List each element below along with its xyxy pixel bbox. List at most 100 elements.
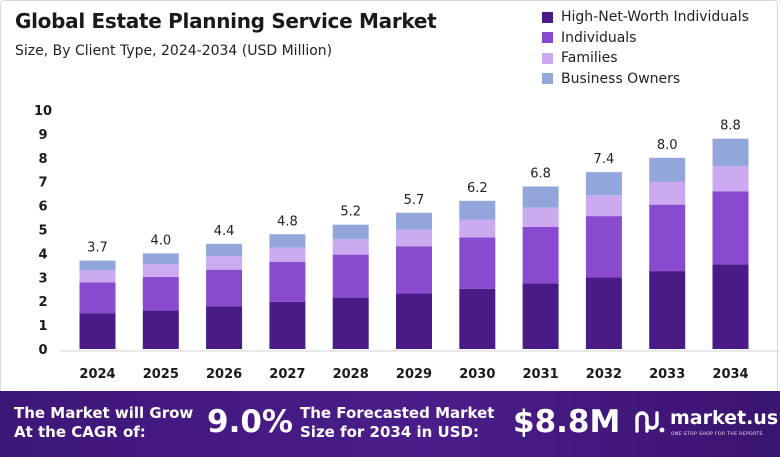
total-label: 5.7 (404, 193, 425, 208)
x-tick-label: 2026 (206, 367, 242, 382)
bar-segment-individuals-2025 (142, 276, 179, 311)
y-tick-label: 1 (38, 319, 47, 334)
x-tick-label: 2029 (396, 367, 432, 382)
y-tick-label: 8 (38, 152, 47, 167)
bar-segment-families-2034 (712, 166, 749, 192)
forecast-value: $8.8M (513, 404, 621, 440)
bar-segment-business-owners-2033 (649, 157, 686, 182)
cagr-value: 9.0% (207, 404, 293, 440)
y-tick-label: 2 (38, 295, 47, 310)
total-label: 8.0 (657, 138, 678, 153)
bar-segment-high-net-worth-individuals-2024 (79, 313, 116, 349)
chart-legend: High-Net-Worth Individuals Individuals F… (542, 7, 749, 89)
x-tick-label: 2031 (523, 367, 559, 382)
bar-segment-high-net-worth-individuals-2033 (649, 271, 686, 349)
legend-swatch (542, 52, 553, 64)
legend-item-individuals: Individuals (542, 28, 749, 49)
x-tick-label: 2034 (712, 367, 748, 382)
total-label: 5.2 (340, 205, 361, 220)
x-tick-label: 2032 (586, 367, 622, 382)
chart-title: Global Estate Planning Service Market (15, 9, 437, 33)
market-us-logo-icon (635, 411, 665, 433)
bar-segment-business-owners-2029 (396, 212, 432, 230)
bar-segment-families-2029 (396, 229, 432, 247)
bar-segment-business-owners-2028 (332, 224, 369, 240)
bar-segment-business-owners-2024 (79, 260, 116, 271)
y-tick-label: 6 (38, 200, 47, 215)
y-tick-label: 4 (38, 247, 47, 262)
y-tick-label: 3 (38, 271, 47, 286)
legend-label: High-Net-Worth Individuals (561, 9, 749, 26)
total-label: 6.2 (467, 181, 488, 196)
bar-segment-business-owners-2030 (459, 200, 496, 220)
bar-segment-high-net-worth-individuals-2028 (332, 297, 369, 349)
x-tick-label: 2033 (649, 367, 685, 382)
forecast-label: The Forecasted Market Size for 2034 in U… (300, 404, 495, 441)
bar-segment-families-2028 (332, 239, 369, 255)
bar-segment-high-net-worth-individuals-2031 (522, 283, 559, 349)
bar-segment-business-owners-2027 (269, 234, 306, 248)
bar-segment-business-owners-2032 (585, 172, 622, 196)
legend-item-business-owners: Business Owners (542, 69, 749, 90)
stacked-bar-chart: 0 1 2 3 4 5 6 7 8 9 10 3.7 2024 4.0 2025 4.4 2026 4.8 2027… (34, 104, 779, 382)
chart-subtitle: Size, By Client Type, 2024-2034 (USD Mil… (15, 43, 333, 59)
bar-segment-business-owners-2025 (142, 253, 179, 265)
bar-segment-high-net-worth-individuals-2029 (396, 293, 432, 349)
total-label: 4.4 (214, 224, 235, 239)
total-label: 4.8 (277, 214, 298, 229)
bar-segment-individuals-2031 (522, 226, 559, 284)
bar-segment-individuals-2026 (206, 269, 243, 307)
legend-swatch (542, 32, 553, 44)
bar-segment-high-net-worth-individuals-2032 (585, 277, 622, 349)
y-tick-label: 0 (38, 343, 47, 358)
legend-label: Business Owners (561, 70, 681, 87)
y-tick-label: 5 (38, 224, 47, 239)
legend-label: Individuals (561, 29, 637, 46)
bar-segment-families-2032 (585, 195, 622, 217)
bar-segment-families-2026 (206, 256, 243, 270)
bar-segment-families-2024 (79, 270, 116, 283)
bar-segment-high-net-worth-individuals-2026 (206, 306, 243, 349)
brand-name: market.us (670, 407, 779, 429)
bar-segment-individuals-2032 (585, 216, 622, 278)
y-tick-label: 10 (34, 104, 52, 119)
x-tick-label: 2027 (269, 367, 305, 382)
bar-segment-families-2031 (522, 207, 559, 227)
bar-segment-individuals-2033 (649, 204, 686, 272)
x-tick-label: 2028 (333, 367, 369, 382)
bar-segment-high-net-worth-individuals-2034 (712, 264, 749, 349)
y-tick-label: 9 (38, 128, 47, 143)
bar-segment-individuals-2027 (269, 262, 306, 302)
bar-segment-high-net-worth-individuals-2030 (459, 288, 496, 349)
brand-tagline: ONE STOP SHOP FOR THE REPORTS (671, 432, 763, 437)
footer-banner: The Market will Grow At the CAGR of: 9.0… (0, 391, 780, 457)
total-label: 6.8 (530, 166, 551, 181)
total-label: 4.0 (150, 233, 171, 248)
bar-segment-families-2033 (649, 181, 686, 205)
bar-segment-business-owners-2026 (206, 243, 243, 257)
legend-swatch (542, 11, 553, 23)
bar-segment-families-2030 (459, 219, 496, 238)
total-label: 3.7 (87, 241, 108, 256)
bar-segment-individuals-2030 (459, 237, 496, 289)
legend-item-families: Families (542, 48, 749, 69)
legend-label: Families (561, 50, 618, 67)
bar-segment-individuals-2029 (396, 246, 432, 294)
bar-segment-high-net-worth-individuals-2025 (142, 310, 179, 349)
legend-item-high-net-worth-individuals: High-Net-Worth Individuals (542, 7, 749, 28)
x-tick-label: 2025 (143, 367, 179, 382)
total-label: 8.8 (720, 119, 741, 134)
bar-segment-high-net-worth-individuals-2027 (269, 301, 306, 349)
bar-segment-business-owners-2031 (522, 186, 559, 208)
bar-segment-individuals-2024 (79, 282, 116, 314)
y-tick-label: 7 (38, 176, 47, 191)
bar-segment-families-2025 (142, 264, 179, 277)
brand-logo: market.us ONE STOP SHOP FOR THE REPORTS (634, 405, 778, 445)
legend-swatch (542, 73, 553, 85)
cagr-label: The Market will Grow At the CAGR of: (14, 404, 194, 441)
x-tick-label: 2030 (459, 367, 495, 382)
bar-segment-individuals-2028 (332, 254, 369, 298)
bar-segment-business-owners-2034 (712, 138, 749, 167)
bar-segment-families-2027 (269, 247, 306, 263)
